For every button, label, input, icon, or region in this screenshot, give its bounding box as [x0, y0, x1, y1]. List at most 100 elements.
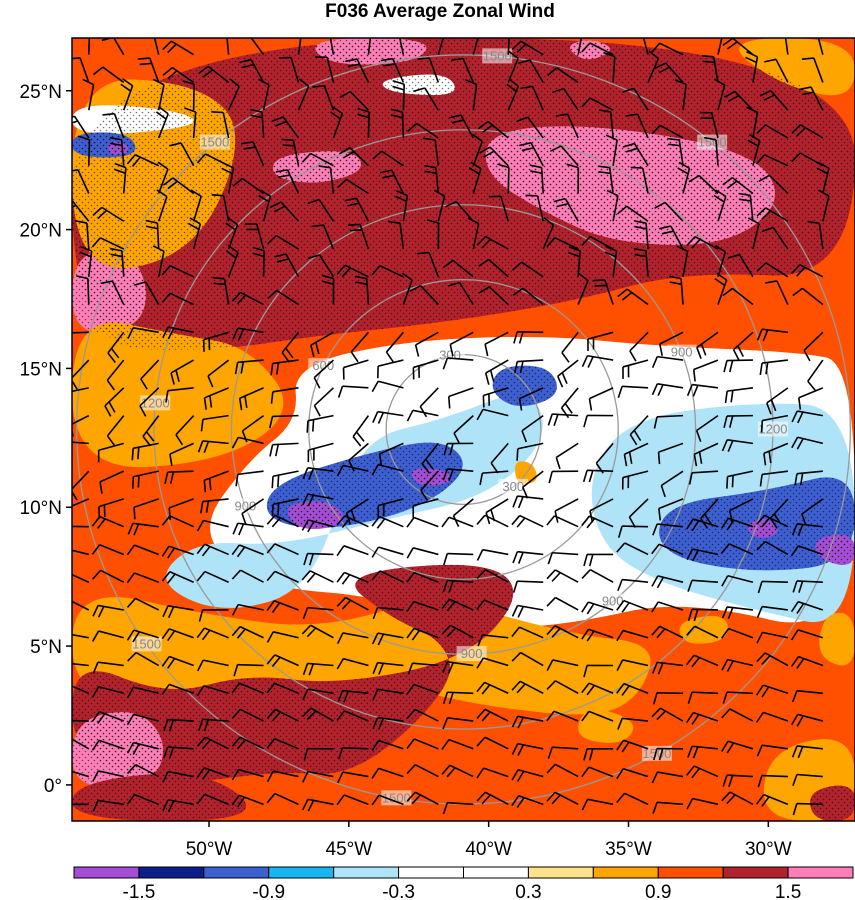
wind-barb — [441, 516, 474, 528]
wind-barb — [72, 498, 90, 507]
wind-barb — [581, 235, 614, 250]
wind-barb — [803, 331, 824, 362]
wind-barb — [511, 514, 544, 528]
wind-barb — [161, 515, 194, 528]
wind-barb — [557, 359, 579, 388]
wind-barb — [145, 219, 160, 250]
wind-barb — [451, 57, 475, 83]
wind-barb — [653, 414, 684, 429]
wind-barb — [546, 569, 579, 583]
wind-barb — [156, 189, 168, 222]
wind-barb — [507, 38, 510, 55]
wind-barb — [721, 543, 754, 556]
wind-barb — [794, 470, 823, 486]
wind-barb — [113, 162, 127, 194]
wind-barb — [266, 570, 299, 583]
wind-barb — [318, 165, 335, 194]
wind-barb — [506, 78, 520, 111]
colorbar-swatch — [592, 866, 659, 879]
wind-barb — [140, 359, 160, 390]
wind-barb — [476, 657, 509, 669]
wind-barb — [371, 264, 404, 278]
wind-barb — [232, 177, 265, 195]
wind-barb — [755, 154, 789, 167]
wind-barb — [790, 655, 824, 669]
wind-barb — [91, 686, 124, 698]
range-ring — [308, 279, 619, 580]
wind-barb — [522, 470, 544, 499]
wind-barb — [170, 359, 195, 385]
wind-barb — [371, 546, 404, 558]
wind-barb — [548, 470, 579, 484]
wind-barb — [442, 801, 474, 815]
map-ticks: 25°N 20°N 15°N 10°N 5°N 0° 50°W 45°W 40°W 35°W 30°… — [20, 82, 792, 860]
wind-barbs — [72, 38, 830, 816]
wind-barb — [92, 661, 124, 674]
wind-barb — [617, 578, 649, 592]
wind-barb — [799, 86, 824, 111]
wind-barb — [552, 87, 579, 111]
wind-barb — [566, 163, 580, 194]
wind-barb — [120, 78, 134, 111]
wind-barb — [267, 234, 299, 250]
wind-barb — [717, 38, 723, 55]
wind-barb — [476, 767, 509, 779]
wind-barb — [169, 142, 195, 167]
wind-barb — [658, 498, 684, 521]
stipple-region — [72, 38, 855, 350]
wind-barb — [756, 652, 789, 667]
wind-barb — [791, 152, 824, 167]
wind-barb — [413, 87, 440, 111]
wind-barb — [72, 57, 90, 83]
lat-tick-label: 5°N — [30, 637, 62, 658]
wind-barb — [625, 113, 649, 139]
wind-barb — [521, 414, 544, 443]
wind-barb — [336, 710, 369, 722]
wind-barb — [406, 683, 439, 695]
wind-barb — [484, 359, 509, 385]
wind-barb — [161, 545, 194, 559]
wind-barb — [617, 717, 649, 730]
wind-barb — [211, 194, 230, 222]
wind-barb — [692, 359, 719, 382]
wind-barb — [232, 327, 264, 341]
wind-barb — [392, 79, 405, 111]
wind-barb — [654, 201, 684, 222]
wind-barb — [765, 280, 789, 305]
wind-barb — [310, 331, 334, 357]
wind-barb — [127, 327, 159, 340]
wind-barb — [568, 246, 581, 277]
wind-barb — [667, 137, 684, 166]
wind-barb — [401, 272, 413, 305]
wind-barb — [546, 596, 579, 611]
lon-tick-label: 30°W — [745, 839, 792, 860]
wind-barb — [756, 207, 789, 222]
wind-barb — [376, 359, 404, 379]
colorbar: -1.5 -0.9 -0.3 0.3 0.9 1.5 — [73, 866, 854, 900]
wind-barb — [687, 608, 718, 622]
wind-barb — [713, 189, 727, 222]
colorbar-swatch — [268, 866, 335, 879]
wind-barb — [336, 545, 369, 557]
wind-barb — [168, 498, 194, 520]
wind-barb — [512, 495, 544, 509]
wind-barb — [581, 97, 614, 111]
wind-barb — [442, 691, 474, 705]
wind-barb — [72, 359, 90, 390]
wind-barb — [72, 200, 90, 222]
wind-barb — [131, 470, 159, 489]
wind-barb — [336, 657, 369, 670]
wind-barb — [589, 498, 614, 523]
lat-tick-label: 0° — [44, 776, 62, 797]
wind-barb — [791, 713, 824, 727]
wind-barb — [511, 40, 544, 56]
wind-barb — [518, 387, 544, 411]
wind-barb — [77, 135, 91, 166]
wind-barb — [339, 90, 369, 111]
wind-barb — [227, 78, 240, 111]
wind-barb — [72, 633, 89, 639]
wind-barb — [437, 38, 445, 55]
wind-barb — [581, 766, 614, 778]
wind-barb — [371, 515, 404, 529]
